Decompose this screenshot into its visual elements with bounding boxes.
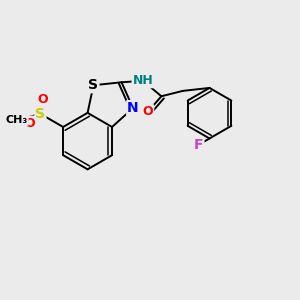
- Text: N: N: [127, 101, 139, 115]
- Text: O: O: [38, 93, 48, 106]
- Text: F: F: [194, 138, 203, 152]
- Text: CH₃: CH₃: [6, 115, 28, 125]
- Text: S: S: [35, 107, 46, 121]
- Text: O: O: [143, 105, 153, 118]
- Text: O: O: [24, 117, 35, 130]
- Text: NH: NH: [133, 74, 153, 87]
- Text: S: S: [88, 78, 98, 92]
